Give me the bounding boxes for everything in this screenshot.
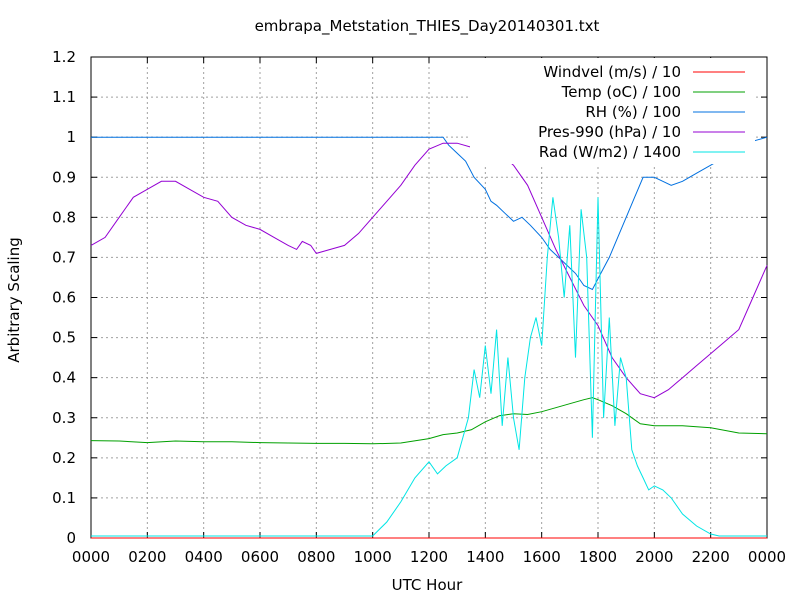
y-axis-title: Arbitrary Scaling <box>5 237 23 363</box>
legend-label: Rad (W/m2) / 1400 <box>539 143 681 161</box>
chart-title: embrapa_Metstation_THIES_Day20140301.txt <box>255 17 600 36</box>
x-tick-label: 0600 <box>241 548 279 566</box>
legend: Windvel (m/s) / 10 Temp (oC) / 100 RH (%) … <box>470 58 755 164</box>
x-tick-label: 0200 <box>128 548 166 566</box>
x-tick-label: 1600 <box>523 548 561 566</box>
axis-ticks: 0 0.1 0.2 0.3 0.4 0.5 0.6 0.7 0.8 0.9 1 1.1 1.2 0000 0… <box>52 48 786 566</box>
x-tick-label: 1400 <box>466 548 504 566</box>
y-tick-label: 1.2 <box>52 48 76 66</box>
x-tick-label: 0400 <box>185 548 223 566</box>
series-line-2 <box>91 136 768 291</box>
series-line-4 <box>91 197 767 537</box>
x-tick-label: 1000 <box>354 548 392 566</box>
series-group <box>90 136 768 539</box>
x-tick-label: 1200 <box>410 548 448 566</box>
y-tick-label: 1.1 <box>52 88 76 106</box>
x-tick-label: 1800 <box>579 548 617 566</box>
y-tick-label: 0.1 <box>52 489 76 507</box>
legend-label: Temp (oC) / 100 <box>561 83 681 101</box>
y-tick-label: 1 <box>66 128 76 146</box>
series-line-3 <box>90 142 768 399</box>
y-tick-label: 0 <box>66 529 76 547</box>
y-tick-label: 0.6 <box>52 289 76 307</box>
y-tick-label: 0.8 <box>52 208 76 226</box>
legend-label: Pres-990 (hPa) / 10 <box>538 123 681 141</box>
y-tick-label: 0.3 <box>52 409 76 427</box>
x-tick-label: 2200 <box>692 548 730 566</box>
x-tick-label: 0000 <box>72 548 110 566</box>
y-tick-label: 0.2 <box>52 449 76 467</box>
y-tick-label: 0.5 <box>52 329 76 347</box>
y-tick-label: 0.7 <box>52 248 76 266</box>
x-tick-label: 0000 <box>748 548 786 566</box>
series-line-1 <box>90 397 768 445</box>
x-tick-label: 2000 <box>635 548 673 566</box>
x-axis-title: UTC Hour <box>392 576 463 594</box>
legend-label: Windvel (m/s) / 10 <box>543 63 681 81</box>
legend-background <box>470 58 755 164</box>
x-tick-label: 0800 <box>297 548 335 566</box>
legend-label: RH (%) / 100 <box>585 103 681 121</box>
y-tick-label: 0.4 <box>52 369 76 387</box>
y-tick-label: 0.9 <box>52 168 76 186</box>
